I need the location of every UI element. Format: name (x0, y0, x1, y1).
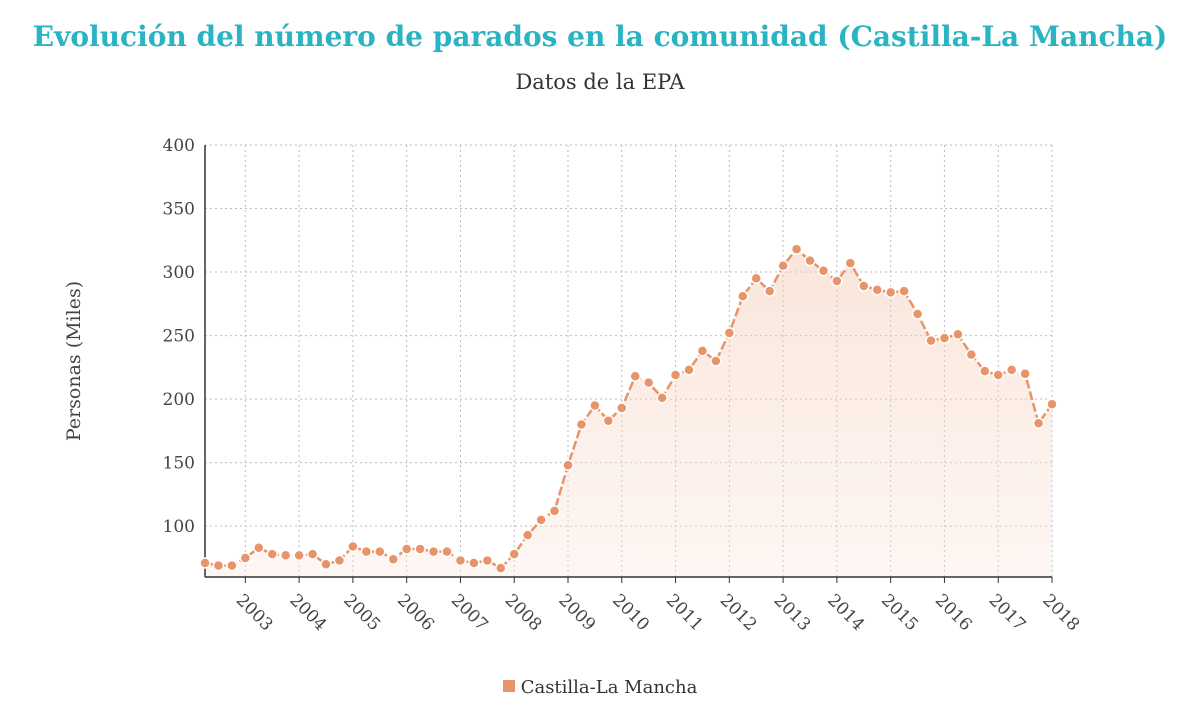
data-point (911, 308, 924, 320)
y-tick-label: 150 (163, 454, 195, 474)
data-point (844, 257, 857, 269)
data-point (669, 369, 682, 381)
data-point (266, 548, 278, 560)
data-point (360, 545, 373, 558)
data-point (696, 345, 709, 357)
x-tick-label: 2008 (501, 590, 546, 635)
data-point (548, 505, 561, 517)
y-tick-label: 250 (163, 327, 195, 347)
data-point (952, 328, 964, 341)
y-tick-label: 200 (163, 390, 195, 410)
data-point (1005, 364, 1018, 376)
chart-title: Evolución del número de parados en la co… (32, 20, 1168, 53)
data-point (871, 284, 883, 296)
data-point (562, 459, 574, 471)
data-point (723, 327, 736, 339)
y-tick-label: 100 (163, 517, 195, 537)
x-tick-label: 2005 (339, 590, 384, 635)
data-point (750, 272, 762, 285)
data-point (656, 392, 668, 404)
data-point (817, 265, 830, 277)
x-tick-label: 2006 (393, 590, 438, 635)
data-point (521, 529, 534, 541)
data-point (239, 552, 252, 564)
data-point (1032, 417, 1045, 430)
chart-legend[interactable]: Castilla-La Mancha (0, 677, 1200, 698)
x-tick-label: 2011 (662, 590, 707, 635)
x-tick-label: 2007 (447, 590, 492, 635)
x-tick-label: 2014 (823, 590, 868, 635)
x-tick-label: 2009 (554, 590, 599, 635)
data-point (629, 370, 641, 382)
data-point (427, 545, 440, 558)
data-point (884, 286, 897, 299)
data-point (374, 545, 386, 558)
data-point (306, 548, 319, 560)
data-point (683, 364, 695, 376)
data-point (1019, 367, 1031, 380)
data-point (212, 559, 225, 572)
x-tick-label: 2003 (232, 590, 277, 635)
data-point (992, 369, 1004, 381)
series-line (204, 247, 1054, 570)
legend-label: Castilla-La Mancha (520, 677, 698, 698)
data-point (253, 542, 265, 554)
x-tick-label: 2004 (286, 590, 331, 635)
data-point (320, 558, 332, 571)
data-point (737, 290, 749, 302)
data-point (414, 543, 426, 555)
data-point (925, 334, 937, 347)
x-tick-label: 2010 (608, 590, 653, 635)
data-point (938, 332, 951, 344)
y-axis-label: Personas (Miles) (63, 281, 85, 441)
y-tick-label: 400 (163, 136, 195, 156)
x-tick-label: 2016 (931, 590, 976, 635)
data-point (589, 399, 601, 412)
data-point (454, 554, 467, 567)
data-point (965, 348, 978, 361)
data-point (400, 543, 413, 555)
x-tick-label: 2017 (985, 590, 1030, 635)
data-point (979, 365, 991, 377)
data-point (508, 548, 520, 560)
data-point (535, 514, 547, 526)
legend-swatch (502, 680, 515, 692)
data-point (495, 562, 507, 574)
data-point (777, 259, 789, 272)
y-tick-label: 300 (163, 263, 195, 283)
data-point (226, 559, 238, 572)
x-tick-label: 2018 (1038, 590, 1083, 635)
data-point (898, 285, 910, 297)
x-tick-label: 2013 (770, 590, 815, 635)
data-point (710, 355, 722, 367)
data-point (279, 549, 292, 562)
data-point (293, 549, 305, 562)
data-point (1046, 398, 1058, 410)
y-tick-label: 350 (163, 200, 195, 220)
data-point (804, 254, 816, 267)
data-point (763, 285, 776, 297)
data-point (790, 243, 803, 255)
data-point (199, 557, 211, 569)
data-point (333, 554, 346, 567)
data-point (468, 557, 480, 569)
chart-subtitle: Datos de la EPA (515, 70, 685, 94)
data-point (831, 275, 843, 287)
data-point (858, 280, 870, 292)
series-area (205, 249, 1052, 577)
data-point (347, 540, 359, 553)
data-point (642, 376, 655, 389)
x-tick-label: 2015 (877, 590, 922, 635)
data-point (481, 554, 494, 567)
data-point (616, 402, 628, 414)
data-point (441, 545, 453, 558)
x-tick-label: 2012 (716, 590, 761, 635)
data-point (602, 414, 615, 427)
data-point (575, 418, 588, 431)
data-point (387, 553, 399, 565)
